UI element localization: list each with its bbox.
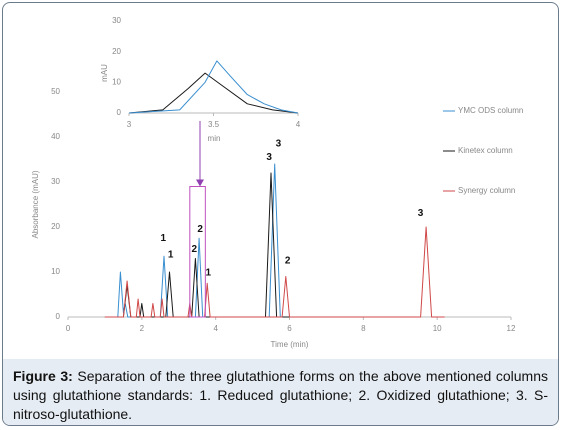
trace	[104, 172, 290, 318]
x-tick-label: 6	[287, 324, 292, 333]
x-tick-label: 3.5	[208, 120, 220, 129]
y-tick-label: 40	[51, 132, 60, 141]
y-axis-label: mAU	[100, 64, 109, 82]
x-tick-label: 4	[213, 324, 218, 333]
trace	[104, 226, 445, 318]
caption: Figure 3: Separation of the three glutat…	[3, 359, 558, 425]
x-tick-label: 10	[433, 324, 442, 333]
peak-label: 1	[206, 268, 212, 279]
x-tick-label: 0	[66, 324, 71, 333]
x-tick-label: 12	[507, 324, 516, 333]
trace	[128, 60, 299, 114]
y-tick-label: 30	[112, 16, 121, 25]
x-tick-label: 2	[140, 324, 145, 333]
caption-label: Figure 3:	[13, 368, 73, 384]
y-tick-label: 10	[51, 267, 60, 276]
peak-label: 2	[191, 244, 197, 255]
peak-label: 2	[285, 255, 291, 266]
trace	[112, 163, 290, 318]
y-tick-label: 30	[51, 177, 60, 186]
peak-label: 3	[418, 208, 424, 219]
zoom-arrow-head	[196, 179, 204, 187]
legend-label: Kinetex column	[458, 146, 513, 155]
x-tick-label: 3	[127, 120, 132, 129]
trace	[128, 72, 299, 114]
peak-label: 1	[160, 233, 166, 244]
x-tick-label: 8	[361, 324, 366, 333]
figure: 0 10 20 30 40 50 0 2 4 6 8 10 12 Time (min) Absorbance…	[2, 2, 559, 426]
y-tick-label: 0	[56, 312, 61, 321]
legend-label: Synergy column	[458, 186, 515, 195]
legend-label: YMC ODS column	[458, 106, 523, 115]
y-axis-label: Absorbance (mAU)	[31, 170, 40, 238]
y-tick-label: 50	[51, 87, 60, 96]
x-axis-label: Time (min)	[271, 340, 309, 349]
y-tick-label: 20	[112, 47, 121, 56]
zoom-box	[189, 186, 206, 318]
caption-text: Separation of the three glutathione form…	[13, 368, 548, 422]
peak-label: 3	[276, 138, 282, 149]
x-axis-label: min	[208, 134, 221, 143]
y-tick-label: 20	[51, 222, 60, 231]
y-tick-label: 10	[112, 77, 121, 86]
peak-label: 1	[168, 250, 174, 261]
x-tick-label: 4	[296, 120, 301, 129]
peak-label: 3	[266, 152, 272, 163]
y-tick-label: 0	[117, 108, 122, 117]
peak-label: 2	[197, 224, 203, 235]
